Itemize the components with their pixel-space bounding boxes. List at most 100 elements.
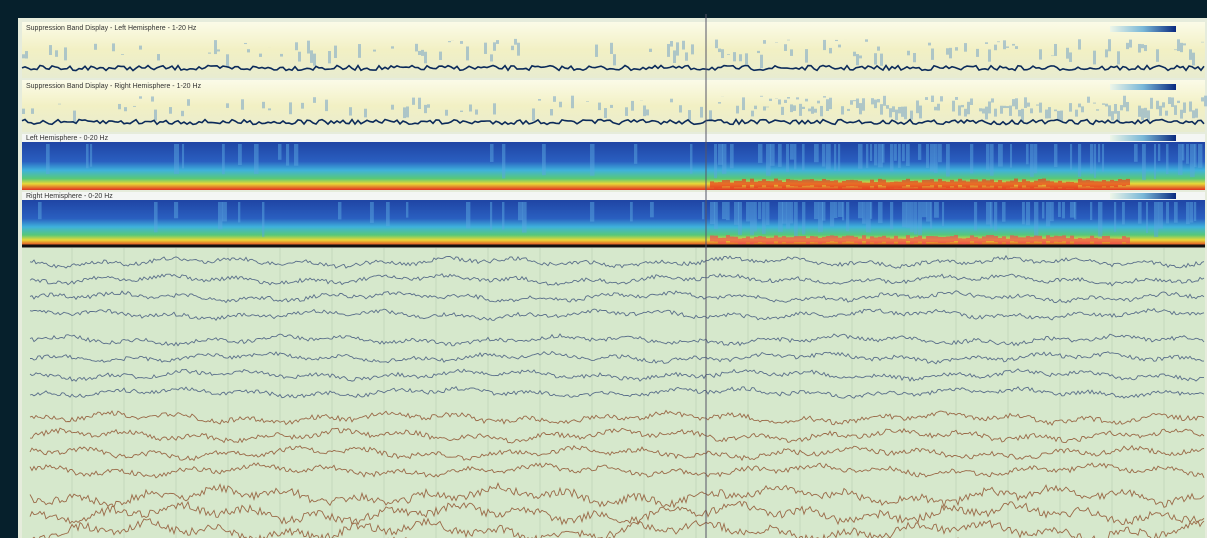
band-streak [799,103,802,116]
spec-hot [794,180,798,187]
spec-streak [758,202,762,220]
band-streak [784,99,787,103]
band-streak [736,105,739,114]
spec-hot [746,236,750,243]
spec-streak [222,144,225,175]
band-streak [1018,109,1021,117]
spec-hot [1030,236,1034,243]
band-streak [646,109,649,116]
band-streak [1078,103,1081,108]
eeg-trace [29,350,1205,365]
band-streak [859,55,862,59]
spec-hot [810,179,814,186]
band-streak [49,45,52,55]
spec-hot [974,237,978,244]
band-streak [1156,49,1159,62]
band-streak [349,107,352,116]
band-streak [676,42,679,56]
band-streak [424,104,427,114]
spec-streak [710,202,715,225]
spec-hot [890,238,894,245]
spec-streak [942,202,945,227]
band-streak [1201,41,1204,43]
spec-streak [930,202,933,229]
band-streak [313,97,316,103]
band-streak [427,104,430,108]
eeg-trace [32,517,1205,538]
band-streak [496,40,499,44]
band-streak [1126,101,1129,112]
band-streak [133,105,136,107]
spec-streak [238,144,242,166]
spec-streak [1030,144,1034,177]
spec-streak [974,202,978,231]
spec-streak [714,144,718,179]
band-streak [949,47,952,59]
spec-hot [942,181,946,188]
band-streak [418,97,421,109]
spec-hot [994,182,998,189]
spec-hot [914,236,918,243]
spec-hot [978,238,982,245]
spec-streak [782,202,787,224]
spec-streak [238,202,241,223]
band-streak [838,44,841,48]
spec-streak [870,202,873,219]
spec-streak [1094,144,1097,179]
band-streak [313,53,316,66]
band-streak [1108,105,1111,117]
spec-hot [1102,236,1106,243]
band-streak [808,108,811,112]
spec-hot [822,236,826,243]
spec-streak [1002,202,1006,222]
spec-hot [770,181,774,188]
band-streak [1006,106,1009,109]
spec-streak [1034,144,1038,174]
spec-hot [1018,237,1022,244]
spec-hot [906,235,910,242]
band-streak [460,41,463,44]
band-streak [1201,97,1204,102]
spec-streak [542,144,546,176]
band-streak [1075,109,1078,117]
band-streak [952,100,955,112]
spec-hot [954,181,958,188]
band-streak [1156,100,1159,110]
band-streak [247,49,250,53]
spec-hot [1082,180,1086,187]
band-streak [931,95,934,102]
band-streak [169,107,172,114]
band-streak [1093,50,1096,65]
band-streak [787,39,790,41]
spec-hot [1030,182,1034,189]
band-streak [448,41,451,43]
band-streak [118,103,121,110]
band-streak [823,96,826,98]
spec-hot [834,180,838,187]
band-streak [364,108,367,118]
spec-hot [830,180,834,188]
spec-streak [858,202,863,219]
band-streak [1030,108,1033,114]
eeg-trace [29,462,1205,479]
spec-hot [1010,235,1014,242]
band-streak [1123,95,1126,108]
band-streak [1183,43,1186,46]
spec-hot [758,180,762,188]
band-streak [1150,97,1153,109]
band-trace [21,64,1205,72]
spec-hot [994,236,998,243]
spec-hot [862,235,866,242]
spec-streak [1026,144,1029,165]
spec-streak [1050,202,1054,222]
spec-hot [1042,238,1046,245]
spec-streak [906,202,911,228]
spec-streak [970,144,974,174]
spec-hot [742,238,746,245]
spec-streak [1074,202,1077,220]
spec-hot [878,236,882,243]
band-streak [1003,40,1006,50]
band-streak [769,98,772,102]
band-streak [871,98,874,105]
spec-streak [838,144,841,171]
